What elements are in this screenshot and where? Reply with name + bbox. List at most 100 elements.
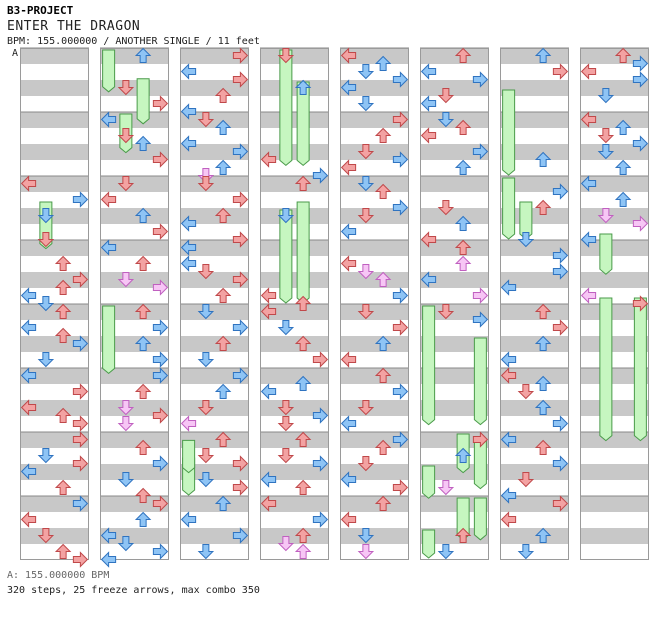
up-arrow-icon [454,215,472,231]
down-arrow-icon [357,208,375,224]
beat-stripe [340,400,409,416]
up-arrow-icon [134,335,152,351]
down-arrow-icon [277,400,295,416]
freeze-arrow [473,337,487,426]
right-arrow-icon [152,367,169,384]
right-arrow-icon [72,415,89,432]
bpm-section-marker: A [12,48,19,59]
beat-stripe [100,368,169,384]
beat-stripe [100,432,169,448]
up-arrow-icon [294,295,312,311]
freeze-arrow [599,233,613,275]
up-arrow-icon [134,439,152,455]
down-arrow-icon [37,208,55,224]
down-arrow-icon [117,80,135,96]
up-arrow-icon [534,151,552,167]
left-arrow-icon [580,231,597,248]
up-arrow-icon [374,335,392,351]
left-arrow-icon [500,351,517,368]
beat-stripe [20,144,89,160]
down-arrow-icon [357,528,375,544]
beat-stripe [100,176,169,192]
left-arrow-icon [500,487,517,504]
up-arrow-icon [134,487,152,503]
right-arrow-icon [232,527,249,544]
beat-stripe [500,48,569,64]
right-arrow-icon [152,543,169,560]
beat-stripe [260,496,329,512]
beat-stripe [260,272,329,288]
left-arrow-icon [180,255,197,272]
down-arrow-icon [597,144,615,160]
right-arrow-icon [632,135,649,152]
up-arrow-icon [534,335,552,351]
up-arrow-icon [134,511,152,527]
freeze-arrow [502,177,516,240]
right-arrow-icon [552,63,569,80]
down-arrow-icon [197,112,215,128]
beat-stripe [420,272,489,288]
down-arrow-icon [197,448,215,464]
right-arrow-icon [392,71,409,88]
beat-stripe [500,464,569,480]
up-arrow-icon [294,543,312,559]
down-arrow-icon [117,128,135,144]
right-arrow-icon [72,431,89,448]
freeze-arrow [473,439,487,490]
down-arrow-icon [357,264,375,280]
down-arrow-icon [197,400,215,416]
beat-stripe [20,80,89,96]
beat-stripe [20,48,89,64]
left-arrow-icon [340,415,357,432]
beat-stripe [580,176,649,192]
down-arrow-icon [197,304,215,320]
left-arrow-icon [420,127,437,144]
left-arrow-icon [500,367,517,384]
beat-stripe [260,48,329,64]
down-arrow-icon [357,64,375,80]
up-arrow-icon [374,439,392,455]
up-arrow-icon [454,447,472,463]
left-arrow-icon [340,471,357,488]
left-arrow-icon [340,79,357,96]
down-arrow-icon [357,456,375,472]
up-arrow-icon [214,287,232,303]
beat-stripe [580,304,649,320]
up-arrow-icon [534,47,552,63]
column-border [420,48,489,560]
left-arrow-icon [500,431,517,448]
song-info-line: BPM: 155.000000 / ANOTHER SINGLE / 11 fe… [7,36,260,47]
down-arrow-icon [517,544,535,560]
beat-stripe [180,336,249,352]
left-arrow-icon [100,111,117,128]
beat-stripe [420,80,489,96]
down-arrow-icon [197,264,215,280]
left-arrow-icon [180,511,197,528]
up-arrow-icon [214,87,232,103]
right-arrow-icon [72,455,89,472]
down-arrow-icon [437,304,455,320]
column-border [500,48,569,560]
song-title: ENTER THE DRAGON [7,19,141,34]
beat-stripe [180,368,249,384]
beat-stripe [260,112,329,128]
down-arrow-icon [277,448,295,464]
down-arrow-icon [517,232,535,248]
beat-stripe [100,464,169,480]
down-arrow-icon [197,352,215,368]
right-arrow-icon [72,271,89,288]
beat-stripe [500,176,569,192]
beat-stripe [420,304,489,320]
up-arrow-icon [214,159,232,175]
right-arrow-icon [152,495,169,512]
left-arrow-icon [580,63,597,80]
left-arrow-icon [580,175,597,192]
beat-stripe [580,48,649,64]
freeze-arrow [102,49,116,93]
beat-stripe [180,240,249,256]
right-arrow-icon [472,431,489,448]
beat-stripe [340,496,409,512]
column-border [100,48,169,560]
up-arrow-icon [214,383,232,399]
